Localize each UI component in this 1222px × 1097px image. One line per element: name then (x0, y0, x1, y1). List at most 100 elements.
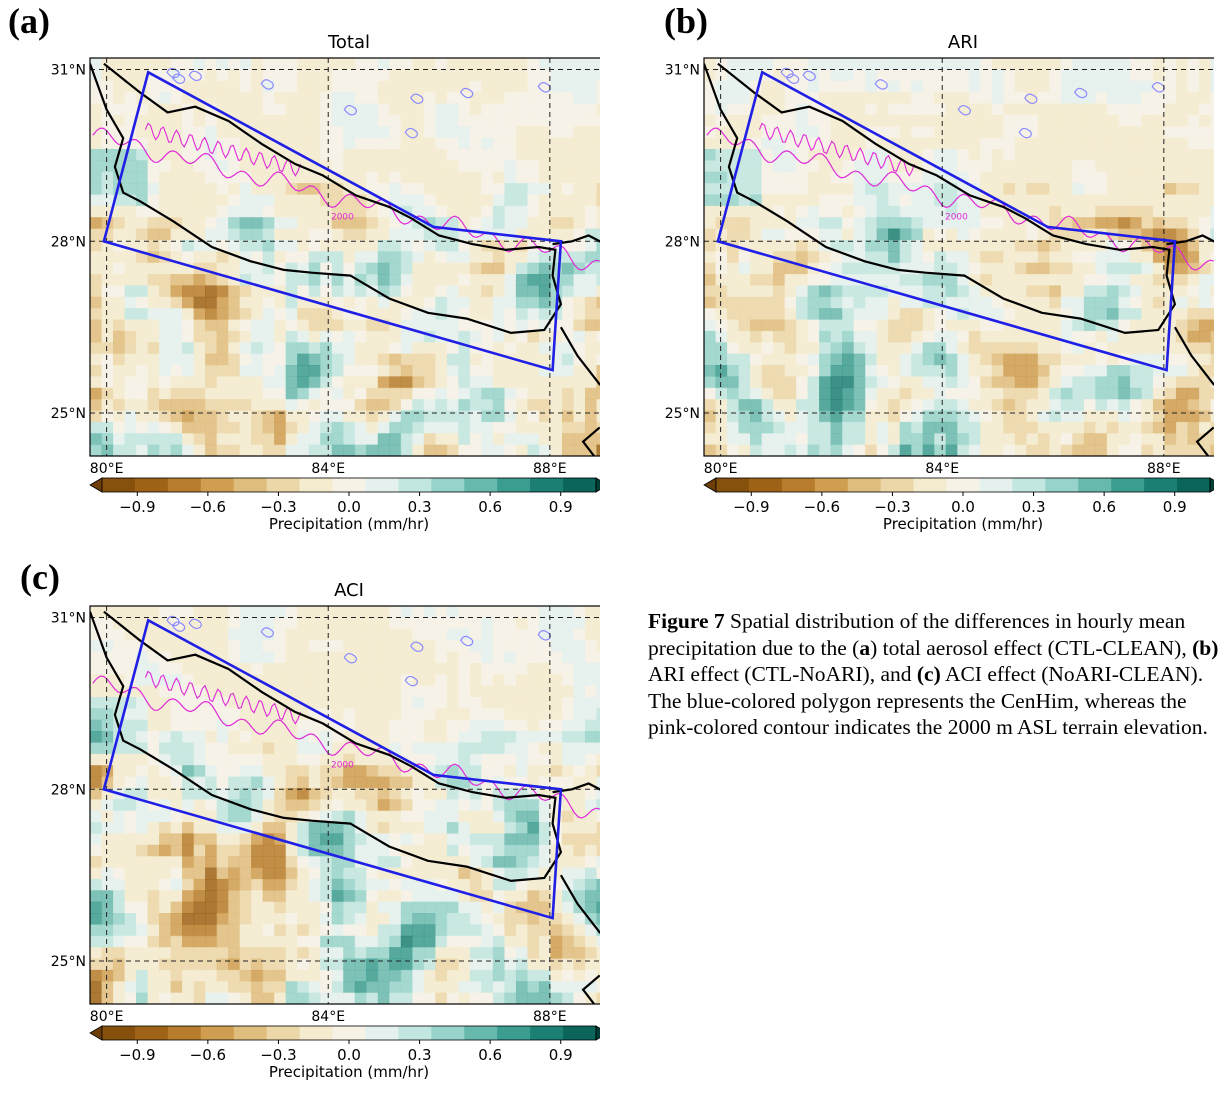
country-border (1195, 426, 1215, 456)
lake-contour (260, 79, 274, 90)
caption-figure-number: Figure 7 (648, 609, 725, 633)
lake-contour (188, 618, 202, 630)
panel-ari: (b) ARI 2000 31°N 28°N 25°N 80°E 84°E 88°E −0.9−… (614, 0, 1222, 545)
colorbar-tick-label: 0.0 (951, 498, 975, 516)
colorbar-tick-label: 0.3 (408, 498, 432, 516)
lake-contour (802, 70, 816, 82)
country-border (552, 234, 606, 246)
lake-contour (260, 627, 274, 638)
precip-field: 2000 (704, 58, 1222, 456)
contour-label: 2000 (331, 212, 354, 222)
lake-contour (874, 79, 888, 90)
colorbar-tick-label: −0.6 (190, 1046, 226, 1064)
lake-contour (404, 675, 418, 687)
lat-tick-label: 25°N (665, 406, 700, 422)
colorbar-tick-label: 0.6 (1092, 498, 1116, 516)
lat-tick-label: 25°N (51, 954, 86, 970)
lake-contour (166, 615, 180, 627)
colorbar-tick-label: −0.6 (804, 498, 840, 516)
colorbar-tick-label: −0.9 (119, 498, 155, 516)
lon-tick-label: 84°E (311, 461, 345, 477)
cenhim-polygon (102, 70, 563, 372)
map-title: Total (327, 32, 370, 53)
colorbar-tick-label: 0.9 (549, 1046, 573, 1064)
lake-contour (1074, 87, 1088, 99)
lake-contour (171, 621, 186, 632)
colorbar-tick-label: −0.6 (190, 498, 226, 516)
lake-contour (188, 70, 202, 82)
cenhim-polygon (716, 70, 1177, 372)
map-title: ARI (948, 32, 978, 53)
colorbar-tick-label: −0.9 (119, 1046, 155, 1064)
colorbar-tick-label: 0.3 (408, 1046, 432, 1064)
lon-tick-label: 84°E (311, 1009, 345, 1025)
lon-tick-label: 88°E (533, 1009, 567, 1025)
lat-tick-label: 28°N (51, 782, 86, 798)
lat-tick-label: 31°N (51, 610, 86, 626)
nepal-border (90, 62, 563, 335)
lon-tick-label: 88°E (1147, 461, 1181, 477)
panel-letter: (b) (664, 1, 708, 41)
map-title: ACI (334, 580, 364, 601)
lake-contour (460, 87, 474, 99)
colorbar-tick-label: −0.3 (260, 498, 296, 516)
country-border (1166, 234, 1220, 246)
precip-difference-map: ACI 2000 31°N 28°N 25°N 80°E 84°E 88°E −0.9 −0.6 −… (51, 580, 609, 1081)
cenhim-polygon (102, 618, 563, 920)
country-border (552, 782, 606, 794)
lon-tick-label: 88°E (533, 461, 567, 477)
terrain-2000m-contour (758, 122, 916, 177)
lake-contour (460, 635, 474, 647)
lake-contour (171, 73, 186, 84)
terrain-2000m-contour (144, 670, 302, 725)
country-border (581, 974, 601, 1004)
colorbar-tick-label: 0.9 (549, 498, 573, 516)
colorbar-tick-label: −0.3 (874, 498, 910, 516)
precip-field: 2000 (90, 606, 608, 1004)
panel-letter: (a) (8, 1, 50, 41)
lake-contour (1018, 127, 1032, 139)
lon-tick-label: 80°E (90, 1009, 124, 1025)
contour-label: 2000 (945, 212, 968, 222)
colorbar-tick-label: 0.3 (1022, 498, 1046, 516)
lat-tick-label: 31°N (665, 62, 700, 78)
colorbar-label: Precipitation (mm/hr) (269, 1063, 429, 1081)
precip-field: 2000 (90, 58, 608, 456)
map-frame (703, 57, 1222, 457)
colorbar-label: Precipitation (mm/hr) (269, 515, 429, 533)
colorbar-label: Precipitation (mm/hr) (883, 515, 1043, 533)
terrain-2000m-contour (706, 127, 1214, 271)
lake-contour (404, 127, 418, 139)
terrain-2000m-contour (144, 122, 302, 177)
colorbar: −0.9 −0.6 −0.3 0.0 0.3 0.6 0.9 Precipitation (m… (89, 1025, 609, 1081)
figure-caption: Figure 7 Spatial distribution of the dif… (648, 609, 1219, 739)
colorbar-tick-label: 0.6 (478, 498, 502, 516)
lat-tick-label: 28°N (665, 234, 700, 250)
colorbar-tick-label: −0.3 (260, 1046, 296, 1064)
lake-contour (1024, 93, 1038, 104)
nepal-border (90, 610, 563, 883)
terrain-2000m-contour (92, 675, 600, 819)
nepal-border (704, 62, 1177, 335)
lon-tick-label: 84°E (925, 461, 959, 477)
terrain-2000m-contour (92, 127, 600, 271)
panel-letter: (c) (20, 557, 60, 597)
lat-tick-label: 31°N (51, 62, 86, 78)
colorbar-tick-label: 0.0 (337, 498, 361, 516)
lake-contour (785, 73, 800, 84)
lon-tick-label: 80°E (90, 461, 124, 477)
colorbar-tick-label: 0.9 (1163, 498, 1187, 516)
lat-tick-label: 25°N (51, 406, 86, 422)
lake-contour (410, 641, 424, 652)
colorbar-tick-label: −0.9 (733, 498, 769, 516)
colorbar: −0.9 −0.6 −0.3 0.0 0.3 0.6 0.9 Precipitation (m… (89, 477, 609, 533)
contour-label: 2000 (331, 760, 354, 770)
panel-aci: (c) ACI 2000 31°N 28°N 25°N 80°E 84°E 88°E −0.9 −… (0, 548, 609, 1093)
lake-contour (343, 104, 357, 116)
lake-contour (343, 652, 357, 664)
colorbar-tick-label: 0.6 (478, 1046, 502, 1064)
lake-contour (410, 93, 424, 104)
colorbar: −0.9 −0.6 −0.3 0.0 0.3 0.6 0.9 Precipitation (m… (703, 477, 1222, 533)
lake-contour (957, 104, 971, 116)
